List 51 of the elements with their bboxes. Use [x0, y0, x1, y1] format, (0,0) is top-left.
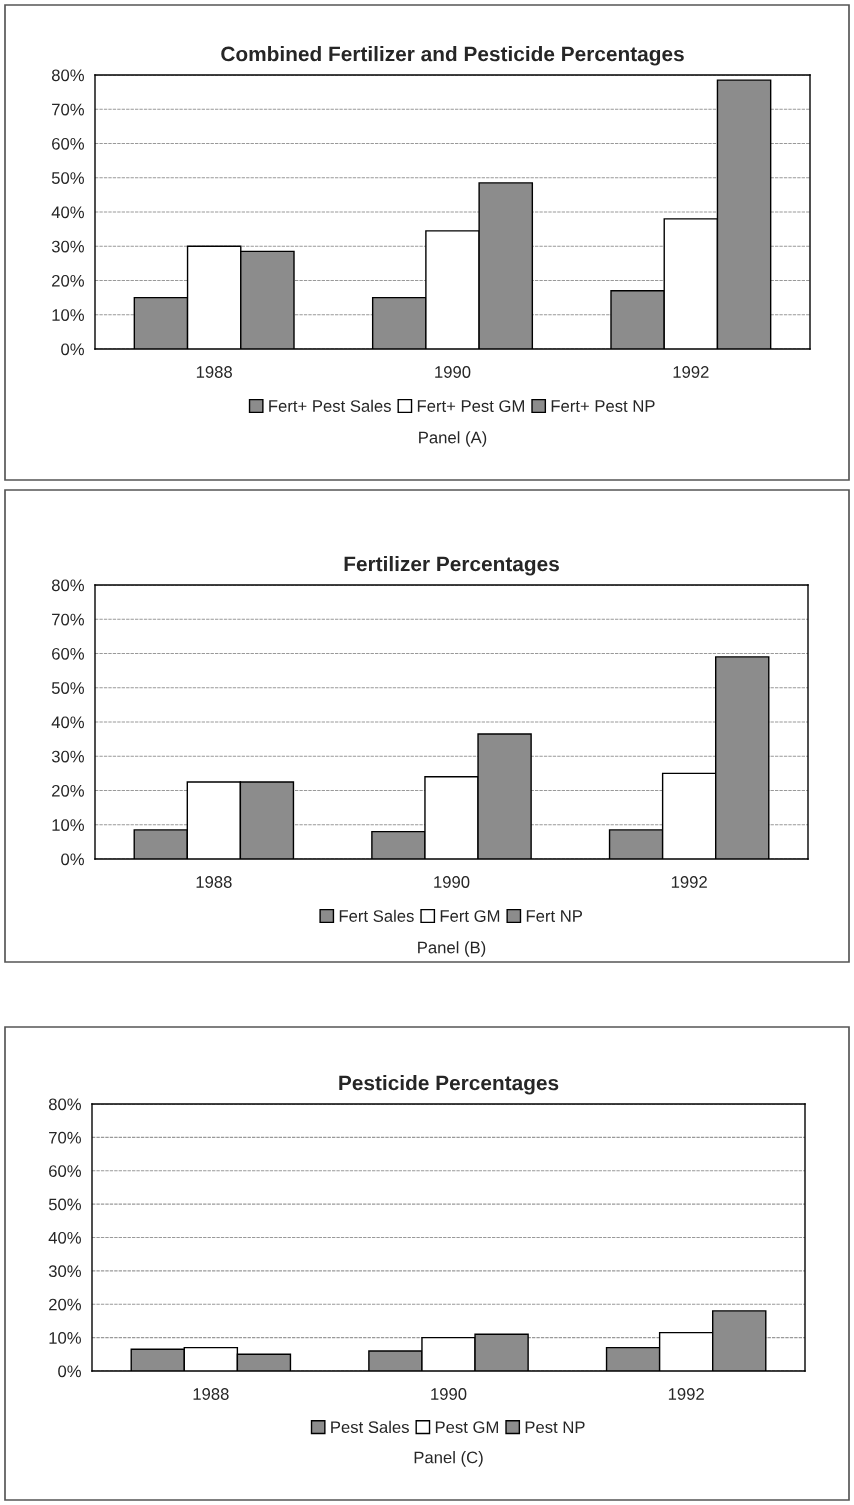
y-tick-label: 50%	[48, 1198, 81, 1211]
y-tick-label: 70%	[52, 103, 84, 116]
x-tick-label: 1988	[193, 1388, 229, 1400]
x-tick-label: 1990	[434, 876, 470, 888]
y-tick-label: 40%	[51, 206, 84, 219]
x-tick-label: 1988	[196, 366, 232, 378]
y-tick-label: 30%	[51, 240, 84, 253]
y-tick-label: 20%	[49, 1298, 81, 1311]
y-tick-label: 30%	[48, 1265, 81, 1278]
x-tick-label: 1992	[673, 366, 709, 378]
x-tick-label: 1988	[196, 876, 232, 888]
text: Panel (B)	[418, 941, 486, 957]
y-tick-label: 50%	[51, 682, 84, 694]
text: Panel (C)	[414, 1451, 483, 1467]
legend-label: Fert+ Pest NP	[551, 400, 655, 412]
y-tick-label: 60%	[52, 137, 84, 150]
y-tick-label: 0%	[58, 1365, 81, 1378]
y-tick-label: 30%	[51, 750, 84, 763]
text: Panel (A)	[419, 431, 487, 447]
y-tick-label: 20%	[52, 274, 84, 287]
y-tick-label: 0%	[61, 853, 84, 866]
legend-label: Fert Sales	[339, 909, 414, 922]
y-tick-label: 10%	[49, 1332, 81, 1344]
y-tick-label: 80%	[48, 1098, 81, 1111]
chart-title: Pesticide Percentages	[339, 1075, 559, 1095]
legend-label: Fert+ Pest Sales	[269, 399, 391, 412]
y-tick-label: 60%	[49, 1165, 81, 1177]
y-tick-label: 40%	[51, 716, 84, 729]
y-tick-label: 80%	[51, 69, 84, 82]
y-tick-label: 50%	[51, 172, 84, 184]
y-tick-label: 40%	[48, 1231, 81, 1244]
y-tick-label: 60%	[52, 647, 84, 660]
y-tick-label: 10%	[52, 309, 84, 321]
legend-label: Fert+ Pest GM	[417, 400, 524, 412]
y-tick-label: 70%	[52, 613, 84, 626]
y-tick-label: 10%	[52, 819, 84, 831]
x-tick-label: 1992	[671, 876, 707, 888]
x-tick-label: 1990	[431, 1388, 467, 1400]
y-tick-label: 20%	[52, 784, 84, 797]
legend-label: Pest NP	[525, 1421, 585, 1434]
x-tick-label: 1992	[668, 1388, 704, 1400]
legend-label: Fert GM	[440, 910, 500, 922]
y-tick-label: 80%	[51, 579, 84, 592]
legend-label: Fert NP	[526, 910, 583, 922]
legend-label: Pest GM	[435, 1421, 498, 1434]
x-tick-label: 1990	[435, 366, 471, 378]
legend-label: Pest Sales	[331, 1420, 409, 1434]
chart-title: Combined Fertilizer and Pesticide Percentages	[221, 46, 684, 66]
y-tick-label: 70%	[49, 1131, 81, 1144]
chart-title: Fertilizer Percentages	[344, 556, 559, 576]
y-tick-label: 0%	[61, 343, 84, 356]
